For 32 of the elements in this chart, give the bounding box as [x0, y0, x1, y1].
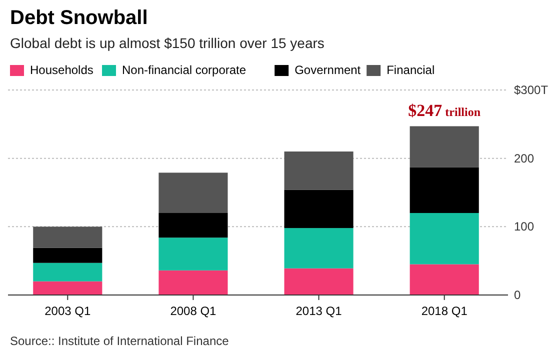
x-tick-label: 2008 Q1 [170, 304, 217, 318]
chart-title: Debt Snowball [10, 7, 148, 29]
y-tick-label: $300T [514, 83, 549, 97]
bar [410, 167, 479, 213]
bar [410, 264, 479, 295]
bar [33, 262, 102, 282]
bar [284, 268, 354, 295]
y-tick-label: 200 [514, 151, 534, 166]
bar [284, 190, 354, 228]
bar [33, 226, 102, 248]
bar [284, 152, 354, 190]
y-tick-label: 0 [514, 288, 521, 302]
bar [410, 213, 479, 264]
source-note: Source:: Institute of International Finance [10, 334, 230, 348]
bar [158, 238, 228, 270]
legend-label: Government [294, 63, 362, 77]
chart-subtitle: Global debt is up almost $150 trillion over 15 years [10, 35, 324, 51]
bar [410, 126, 479, 168]
x-tick-label: 2003 Q1 [44, 304, 91, 318]
y-tick-label: 100 [514, 220, 534, 234]
bar [284, 228, 354, 268]
bar [33, 248, 102, 263]
bar [158, 172, 228, 213]
legend-label: Non-financial corporate [122, 63, 246, 77]
legend-label: Financial [386, 63, 435, 77]
bar [158, 270, 228, 295]
legend-label: Households [30, 63, 94, 77]
annotation: $247 trillion [408, 101, 481, 120]
x-tick-label: 2018 Q1 [421, 304, 468, 318]
bar [33, 281, 102, 295]
bar [158, 213, 228, 238]
x-tick-label: 2013 Q1 [296, 304, 342, 318]
